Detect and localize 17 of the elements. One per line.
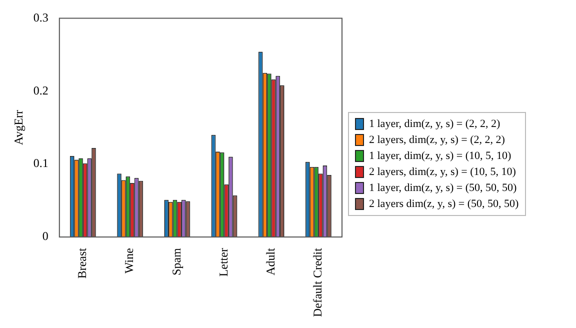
y-tick-label: 0.3: [33, 10, 48, 24]
y-tick-label: 0: [42, 229, 48, 244]
x-tick-label: Spam: [169, 247, 184, 276]
x-tick-label: Adult: [264, 247, 278, 276]
legend-label: 2 layers dim(z, y, s) = (50, 50, 50): [369, 198, 519, 210]
legend-label: 1 layer, dim(z, y, s) = (50, 50, 50): [369, 182, 517, 194]
legend-label: 2 layers, dim(z, y, s) = (10, 5, 10): [369, 166, 516, 178]
x-tick-label: Default Credit: [310, 247, 325, 318]
x-tick-label: Wine: [122, 248, 136, 274]
y-tick-label: 0.2: [33, 83, 48, 98]
legend-label: 1 layer, dim(z, y, s) = (2, 2, 2): [369, 118, 500, 130]
x-tick-label: Breast: [75, 247, 90, 279]
x-tick-label: Letter: [216, 248, 230, 277]
y-tick-label: 0.1: [33, 156, 48, 170]
y-axis-title: AvgErr: [11, 110, 26, 146]
legend-label: 2 layers, dim(z, y, s) = (2, 2, 2): [369, 134, 505, 146]
legend-label: 1 layer, dim(z, y, s) = (10, 5, 10): [369, 150, 512, 162]
